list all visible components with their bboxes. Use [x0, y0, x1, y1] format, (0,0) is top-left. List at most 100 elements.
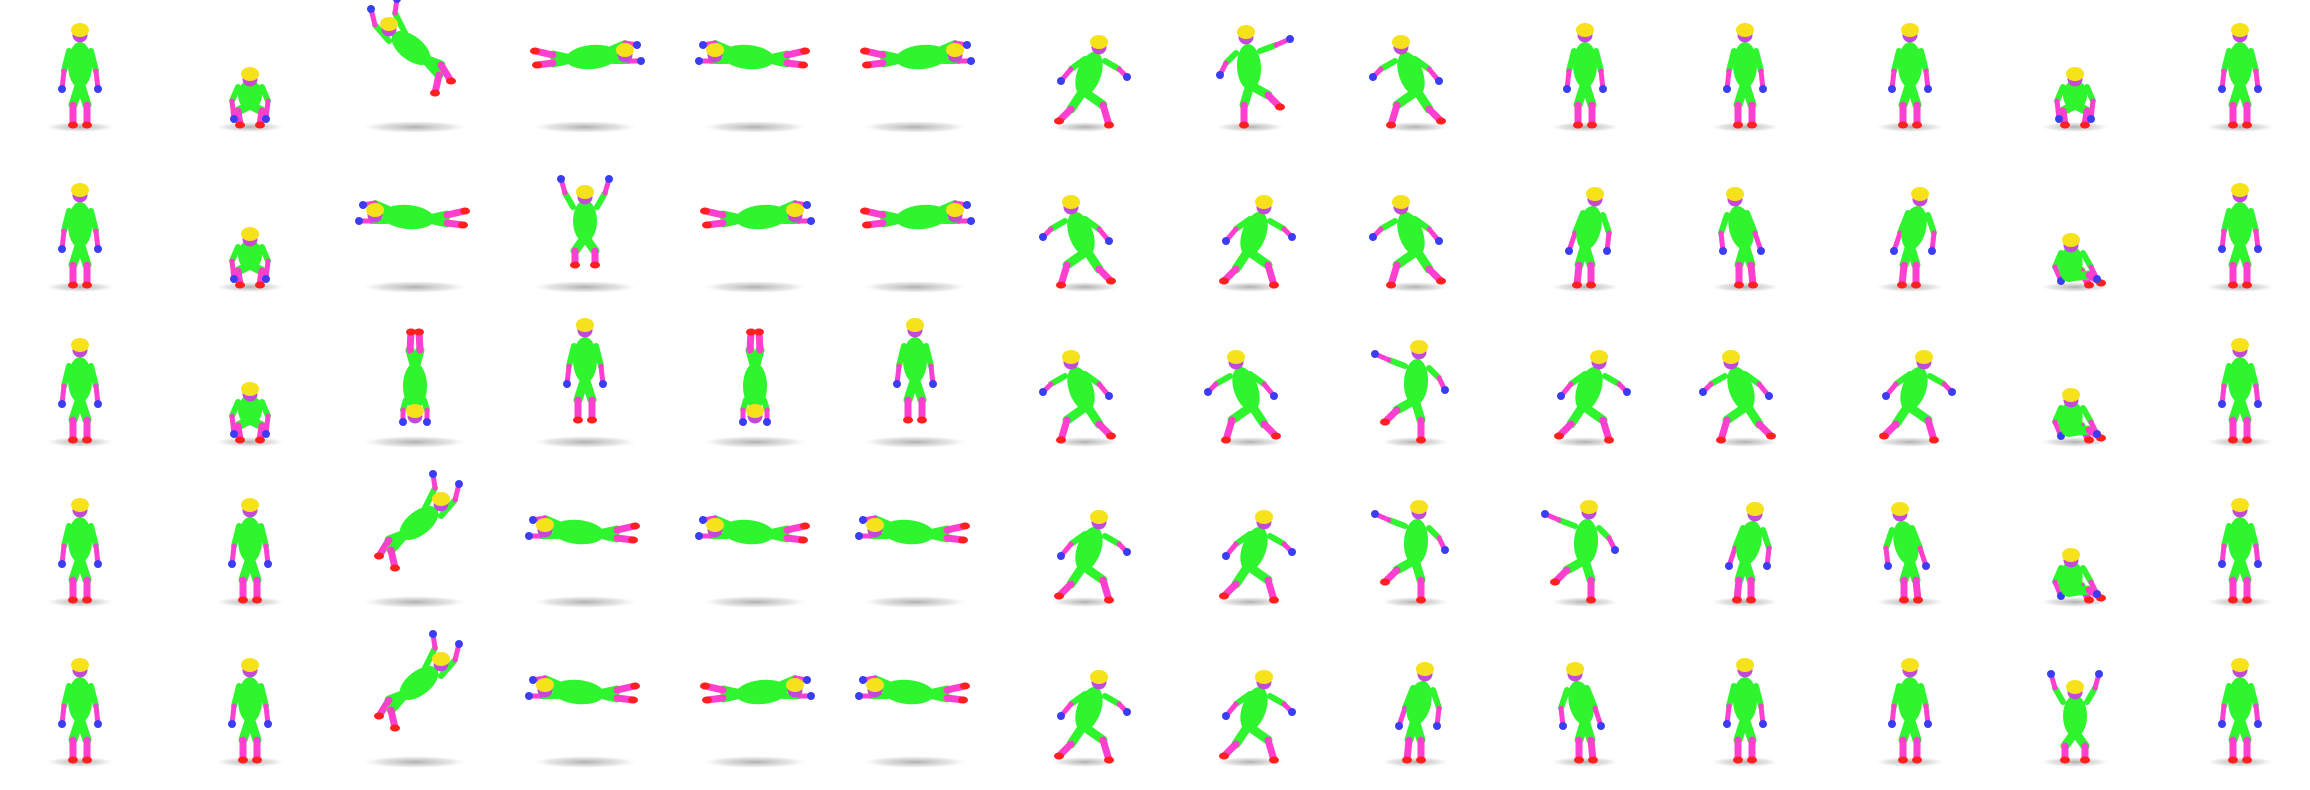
left-upper-arm — [1389, 520, 1405, 526]
hair — [2062, 233, 2080, 247]
ground-shadow — [533, 121, 637, 133]
humanoid-figure-icon — [374, 470, 463, 572]
hair — [616, 43, 634, 57]
humanoid-figure-icon — [1369, 35, 1446, 129]
figure-cell — [0, 468, 160, 618]
hair — [71, 658, 89, 672]
left-foot — [1054, 753, 1064, 760]
right-hand — [1603, 247, 1611, 255]
figure-cell — [335, 153, 495, 303]
left-foot — [1056, 282, 1066, 289]
ground-shadow — [2041, 122, 2109, 132]
humanoid-figure-icon — [228, 498, 272, 604]
humanoid-figure-icon — [1216, 25, 1294, 129]
right-hand — [262, 430, 270, 438]
figure-cell — [335, 308, 495, 458]
humanoid-figure-icon — [1719, 187, 1765, 289]
left-foot — [798, 62, 808, 69]
humanoid-figure-icon — [1563, 23, 1607, 129]
hair — [1227, 350, 1245, 364]
right-hand — [807, 692, 815, 700]
right-foot — [862, 222, 872, 229]
figure-cell — [835, 308, 995, 458]
right-hand — [94, 85, 102, 93]
left-upper-arm — [1561, 690, 1567, 708]
left-hand — [1039, 233, 1047, 241]
right-hand — [1105, 392, 1113, 400]
left-foot — [1221, 437, 1231, 444]
left-foot — [1733, 122, 1743, 129]
hair — [706, 518, 724, 532]
right-hand — [529, 516, 537, 524]
right-thigh — [1248, 726, 1268, 740]
humanoid-figure-icon — [2218, 338, 2262, 444]
left-hand — [1369, 233, 1377, 241]
hair — [432, 652, 450, 666]
right-foot — [2242, 437, 2252, 444]
left-hand — [855, 532, 863, 540]
right-foot — [82, 597, 92, 604]
figure-cell — [1505, 308, 1665, 458]
figure-cell — [1170, 0, 1330, 143]
figure-cell — [1665, 153, 1825, 303]
left-hand — [1204, 388, 1212, 396]
left-foot — [68, 597, 78, 604]
humanoid-figure-icon — [355, 201, 470, 231]
ground-shadow — [1381, 757, 1449, 767]
hair — [366, 203, 384, 217]
figure-cell — [1505, 0, 1665, 143]
left-hand — [2218, 245, 2226, 253]
humanoid-figure-icon — [1725, 502, 1771, 604]
right-hand — [967, 57, 975, 65]
left-foot — [238, 757, 248, 764]
left-foot — [1897, 282, 1907, 289]
right-hand — [359, 201, 367, 209]
right-hand — [1924, 85, 1932, 93]
left-hand — [399, 418, 407, 426]
left-hand — [1725, 562, 1733, 570]
ground-shadow — [363, 121, 467, 133]
ground-shadow — [533, 436, 637, 448]
figure-cell — [1170, 308, 1330, 458]
right-foot — [1106, 278, 1116, 285]
ground-shadow — [863, 596, 967, 608]
humanoid-figure-icon — [2218, 183, 2262, 289]
hair — [1726, 187, 1744, 201]
humanoid-figure-icon — [399, 329, 431, 427]
left-foot — [2084, 597, 2094, 604]
right-foot — [1269, 757, 1279, 764]
figure-cell — [1830, 468, 1990, 618]
left-upper-arm — [1886, 530, 1892, 548]
humanoid-figure-icon — [2047, 670, 2103, 764]
right-foot — [1586, 597, 1596, 604]
figure-cell — [1335, 0, 1495, 143]
hair — [1586, 187, 1604, 201]
figure-cell — [1830, 153, 1990, 303]
right-foot — [252, 757, 262, 764]
figure-cell — [0, 308, 160, 458]
left-foot — [530, 48, 540, 55]
figure-cell — [835, 0, 995, 143]
humanoid-figure-icon — [228, 658, 272, 764]
hair — [2231, 498, 2249, 512]
right-upper-arm — [1928, 215, 1934, 233]
right-foot — [1748, 282, 1758, 289]
left-hand — [1395, 722, 1403, 730]
right-hand — [1765, 392, 1773, 400]
left-hand — [58, 400, 66, 408]
ground-shadow — [216, 597, 284, 607]
hair — [1722, 350, 1740, 364]
ground-shadow — [863, 756, 967, 768]
hair — [1062, 350, 1080, 364]
humanoid-figure-icon — [230, 227, 270, 289]
hair — [2231, 338, 2249, 352]
right-foot — [1747, 122, 1757, 129]
right-foot — [590, 262, 600, 269]
humanoid-figure-icon — [1888, 658, 1932, 764]
right-hand — [1123, 73, 1131, 81]
left-foot — [235, 437, 245, 444]
left-foot — [2228, 437, 2238, 444]
hair — [1580, 500, 1598, 514]
right-hand — [1288, 708, 1296, 716]
ground-shadow — [703, 436, 807, 448]
